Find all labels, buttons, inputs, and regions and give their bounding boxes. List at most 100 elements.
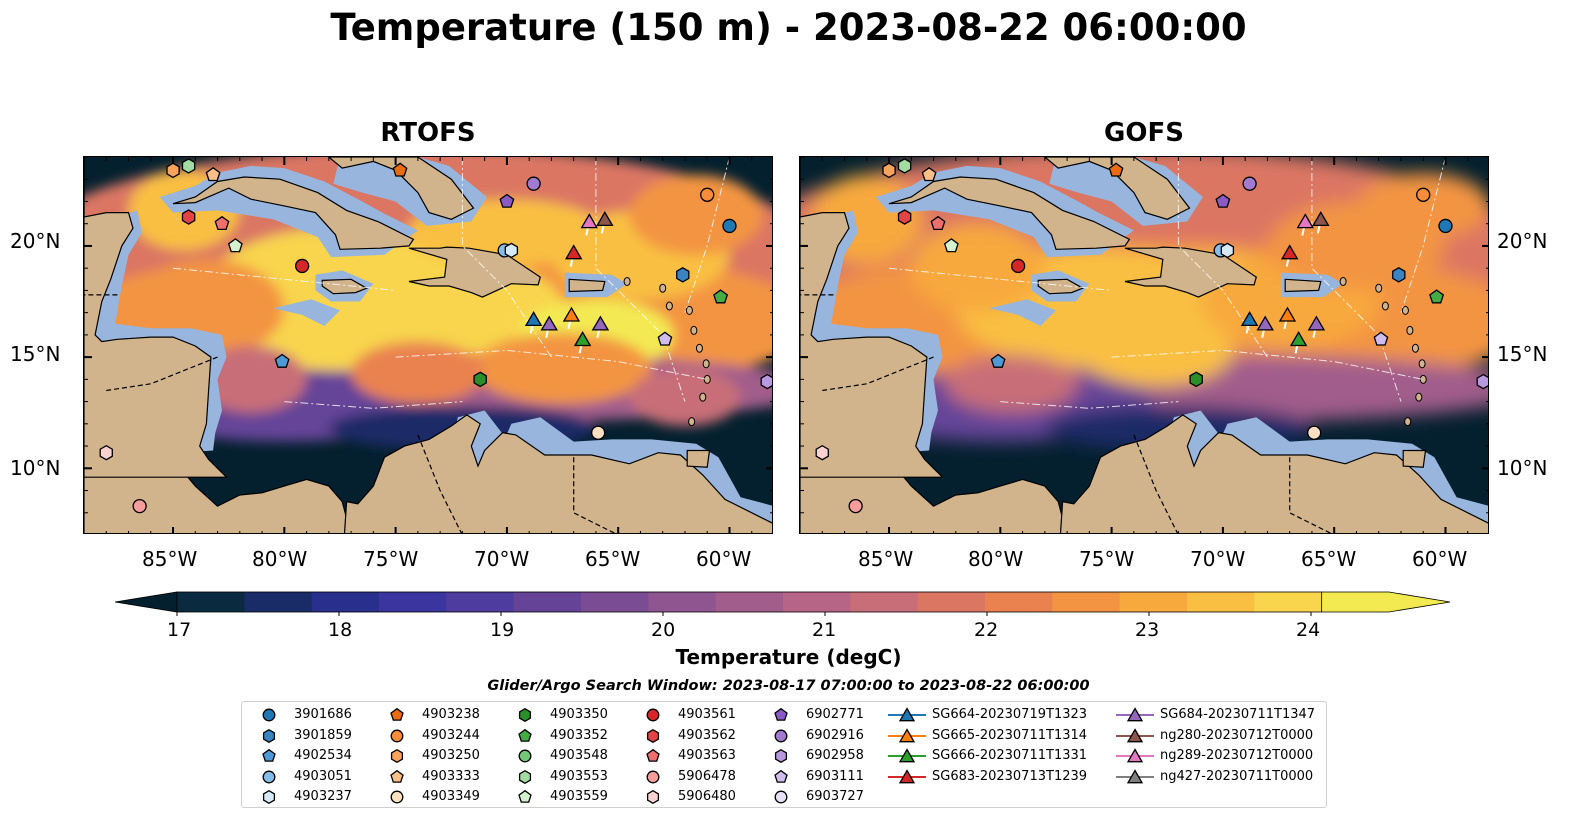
legend-marker <box>262 770 276 783</box>
island <box>623 277 631 287</box>
argo-float-4903563 <box>214 215 230 231</box>
argo-float-4903350 <box>473 371 487 388</box>
gofs-map-canvas <box>800 157 1488 533</box>
argo-float-5906478 <box>132 498 147 514</box>
argo-float-4902534 <box>274 353 290 368</box>
island <box>1404 417 1412 427</box>
lon-label-75w-left: 75°W <box>363 547 419 571</box>
argo-float-4903333 <box>205 167 221 182</box>
legend-marker <box>518 789 532 803</box>
triangle-marker-icon <box>1116 727 1154 742</box>
island <box>688 417 696 427</box>
legend-label: 5906478 <box>678 768 736 784</box>
trinidad-landmass <box>686 449 711 468</box>
legend-label: 4903238 <box>422 707 480 722</box>
argo-float-4903349 <box>591 425 606 440</box>
colorbar-tick-22: 22 <box>974 619 999 641</box>
legend-label: 4903333 <box>422 768 480 784</box>
legend-marker <box>646 748 660 762</box>
argo-float-4903562 <box>897 209 912 225</box>
legend-marker <box>518 769 532 784</box>
lon-label-80w-left: 80°W <box>252 547 308 571</box>
colorbar-segment <box>446 592 515 612</box>
glider-SG684-20230711T1347 <box>1307 315 1326 331</box>
yucatan-landmass <box>800 157 944 478</box>
colorbar-title: Temperature (degC) <box>675 645 902 669</box>
puertorico-landmass <box>1284 278 1322 293</box>
legend-label: SG664-20230719T1323 <box>932 707 1088 722</box>
cuba-landmass <box>172 176 415 250</box>
eez-boundary <box>888 267 1112 291</box>
legend-marker <box>774 769 788 783</box>
argo-float-4903237 <box>504 242 519 259</box>
island <box>1339 277 1347 287</box>
legend-label: 4903250 <box>422 748 480 763</box>
lon-label-85w-left: 85°W <box>142 547 198 571</box>
legend-label: 4903244 <box>422 727 480 743</box>
legend-marker <box>1126 748 1144 763</box>
argo-float-4903238 <box>392 162 408 177</box>
glider-SG684-20230711T1347 <box>1256 315 1274 331</box>
legend-label: 4903237 <box>294 789 352 804</box>
eez-boundary <box>284 401 463 409</box>
legend-marker <box>774 707 788 721</box>
island <box>1411 343 1419 353</box>
colorbar-segment <box>1119 592 1188 612</box>
legend-label: 4902534 <box>294 748 352 763</box>
legend-marker <box>1126 707 1144 722</box>
lat-label-20n-right: 20°N <box>1497 229 1548 253</box>
argo-float-4903563 <box>930 215 946 231</box>
legend-label: 4903350 <box>550 707 608 722</box>
colorbar-segment <box>513 592 582 612</box>
glider-SG684-20230711T1347 <box>540 315 558 331</box>
argo-float-6903111 <box>657 331 673 346</box>
glider-ng289-20230712T0000 <box>1296 213 1314 229</box>
argo-float-5906480 <box>99 444 113 461</box>
argo-float-6902916 <box>526 176 541 191</box>
shelf-area <box>1169 410 1488 524</box>
platform-legend: 3901686 3901859 4902534 4903051 4903237 49032… <box>241 701 1327 808</box>
triangle-marker-icon <box>888 707 926 722</box>
hexagon-marker-icon <box>518 707 532 723</box>
triangle-marker-icon <box>888 748 926 763</box>
circle-marker-icon <box>646 708 660 722</box>
legend-label: 6903727 <box>806 789 864 804</box>
island <box>685 305 693 315</box>
island <box>1419 374 1427 384</box>
island <box>659 283 667 293</box>
argo-float-4903350 <box>1189 371 1203 388</box>
circle-marker-icon <box>518 749 532 763</box>
colorbar-tick-18: 18 <box>328 619 353 641</box>
lat-label-10n-left: 10°N <box>10 456 61 480</box>
hexagon-marker-icon <box>390 748 404 764</box>
eez-boundary <box>1311 157 1402 402</box>
pentagon-marker-icon <box>518 728 532 742</box>
lat-label-20n-left: 20°N <box>10 229 61 253</box>
island <box>1418 359 1426 369</box>
legend-marker <box>898 748 916 763</box>
eez-boundary <box>595 157 686 402</box>
lon-label-60w-right: 60°W <box>1412 547 1468 571</box>
argo-float-6902771 <box>499 193 515 208</box>
glider-SG665-20230711T1314 <box>562 306 581 322</box>
legend-label: 6902916 <box>806 727 864 743</box>
argo-float-4903559 <box>943 238 959 253</box>
glider-SG683-20230713T1239 <box>564 244 583 260</box>
legend-marker <box>518 707 532 723</box>
colorbar-tick-23: 23 <box>1135 619 1160 641</box>
lon-label-80w-right: 80°W <box>968 547 1024 571</box>
triangle-marker-icon <box>1116 768 1154 783</box>
legend-marker <box>390 729 404 742</box>
colorbar-tick-17: 17 <box>167 619 192 641</box>
argo-float-3901859 <box>676 267 690 283</box>
colorbar-tick-24: 24 <box>1296 619 1321 641</box>
legend-label: 4903352 <box>550 727 608 743</box>
lat-label-15n-left: 15°N <box>10 342 61 366</box>
colorbar-segment <box>648 592 717 612</box>
legend-marker <box>518 749 532 763</box>
argo-float-5906480 <box>815 444 829 461</box>
island <box>1401 305 1409 315</box>
panel-title-rtofs: RTOFS <box>380 118 476 148</box>
argo-float-4903561 <box>1010 258 1026 274</box>
legend-label: SG665-20230711T1314 <box>932 727 1088 743</box>
